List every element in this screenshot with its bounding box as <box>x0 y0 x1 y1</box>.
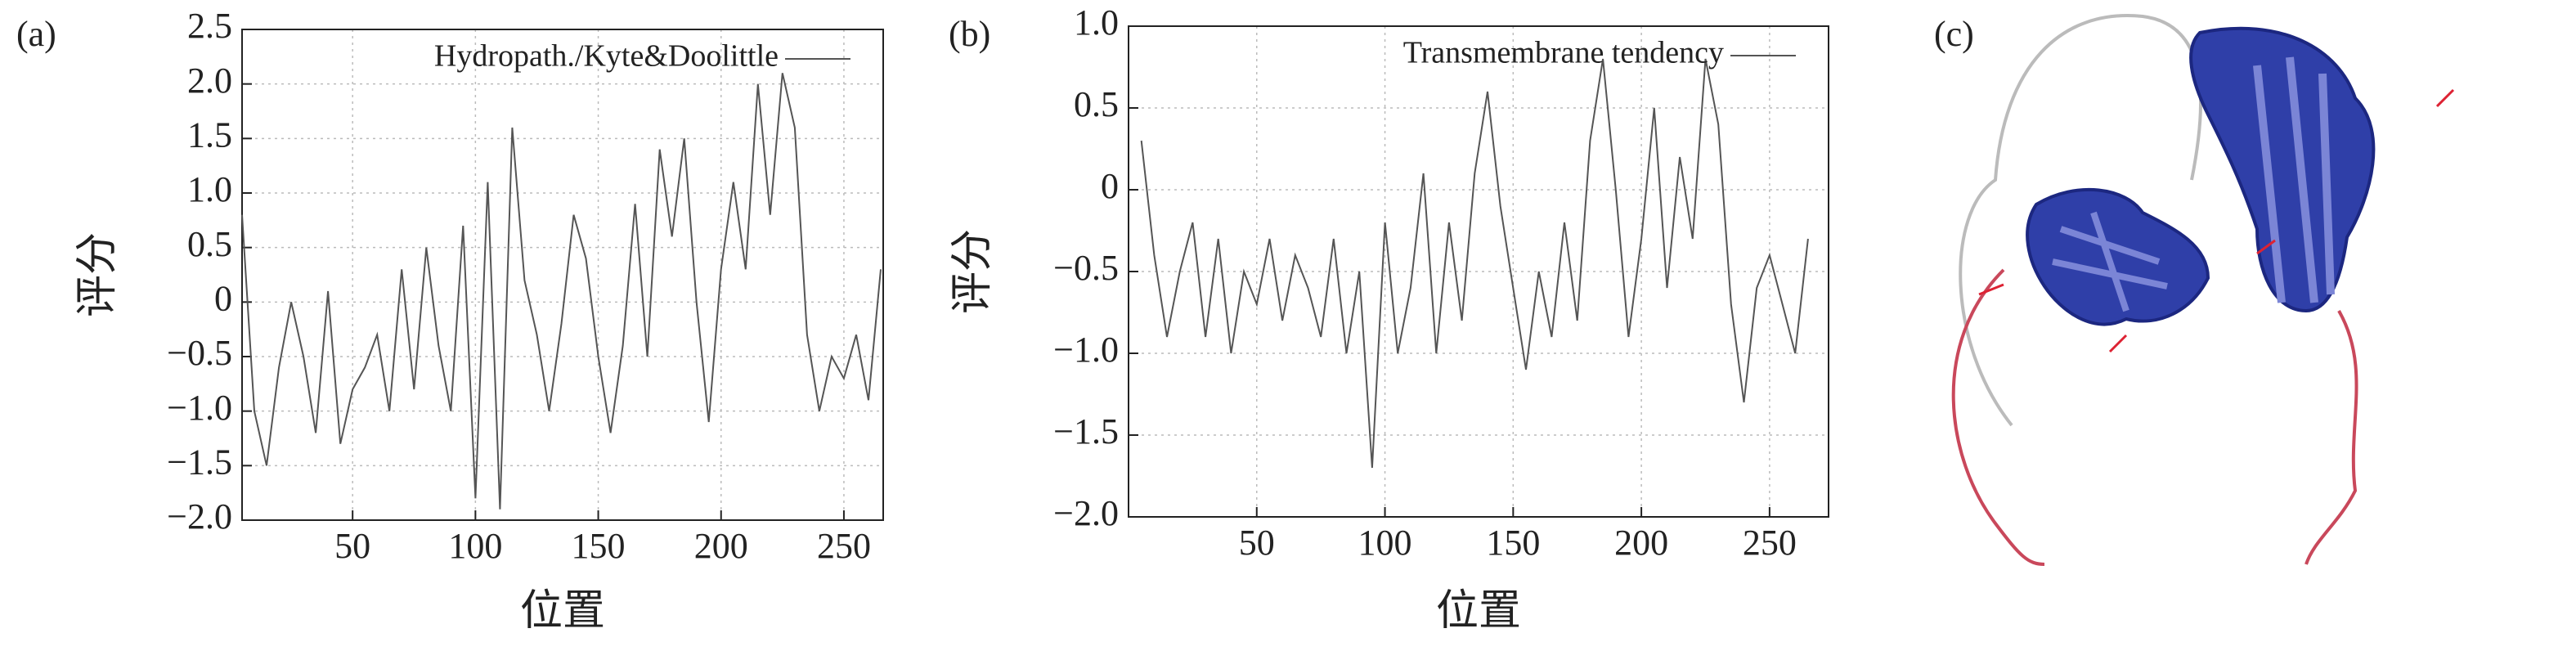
y-tick-label: 2.0 <box>187 61 232 101</box>
x-axis-label: 位置 <box>1436 588 1521 635</box>
y-tick-label: −1.5 <box>1053 411 1119 451</box>
domain <box>2026 187 2210 326</box>
panel-label: (c) <box>1934 14 1974 54</box>
x-tick-label: 200 <box>694 526 748 566</box>
y-tick-label: 0.5 <box>1074 84 1119 124</box>
plot-frame <box>1128 25 1829 518</box>
x-tick-label: 150 <box>572 526 626 566</box>
y-axis-label: 评分 <box>949 229 996 314</box>
y-tick-label: −0.5 <box>1053 248 1119 288</box>
y-tick-label: 0 <box>1101 166 1119 206</box>
coil <box>2304 310 2358 565</box>
y-tick-label: −1.0 <box>1053 330 1119 370</box>
data-line <box>1140 58 1809 469</box>
panel-label: (a) <box>16 14 56 54</box>
legend-label: Hydropath./Kyte&Doolittle <box>434 39 779 74</box>
y-tick-label: −1.0 <box>167 388 232 428</box>
x-tick-label: 200 <box>1614 523 1668 563</box>
y-tick-label: 0 <box>214 278 232 318</box>
x-tick-label: 100 <box>1358 523 1412 563</box>
y-axis-label: 评分 <box>74 232 121 317</box>
x-axis-label: 位置 <box>520 588 605 635</box>
arrow <box>1978 88 2455 353</box>
protein-structure <box>1951 14 2455 566</box>
x-tick-label: 150 <box>1486 523 1540 563</box>
y-tick-label: −1.5 <box>167 442 232 482</box>
y-tick-label: −2.0 <box>167 496 232 537</box>
panel-label: (b) <box>949 14 990 54</box>
x-tick-label: 50 <box>334 526 370 566</box>
coil <box>1951 268 2045 566</box>
y-tick-label: 1.5 <box>187 114 232 155</box>
y-tick-label: −0.5 <box>167 333 232 373</box>
y-tick-label: −2.0 <box>1053 493 1119 533</box>
x-tick-label: 250 <box>817 526 871 566</box>
y-tick-label: 1.0 <box>1074 2 1119 43</box>
plot-frame <box>241 29 884 521</box>
y-tick-label: 0.5 <box>187 224 232 264</box>
domain <box>2189 26 2376 313</box>
legend-label: Transmembrane tendency <box>1403 36 1724 70</box>
data-line <box>241 73 882 510</box>
x-tick-label: 50 <box>1239 523 1275 563</box>
x-tick-label: 250 <box>1743 523 1797 563</box>
x-tick-label: 100 <box>448 526 502 566</box>
y-tick-label: 2.5 <box>187 6 232 46</box>
sheet <box>2052 211 2168 312</box>
y-tick-label: 1.0 <box>187 169 232 209</box>
sheet <box>2253 56 2335 303</box>
